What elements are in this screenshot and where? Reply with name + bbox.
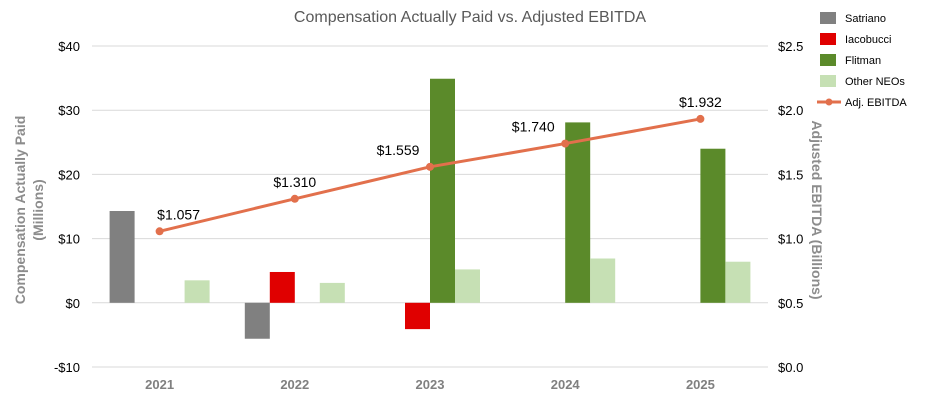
y-tick-label: $0	[66, 296, 80, 311]
x-tick-label: 2025	[686, 377, 715, 392]
bar-satriano	[109, 210, 135, 303]
y-tick-label: -$10	[54, 360, 80, 375]
ebitda-point	[561, 139, 570, 148]
chart-title: Compensation Actually Paid vs. Adjusted …	[294, 9, 647, 26]
legend-label: Adj. EBITDA	[845, 97, 907, 109]
legend-swatch	[820, 75, 836, 87]
ebitda-data-label: $1.932	[679, 94, 722, 110]
bar-satriano	[244, 302, 270, 339]
bar-other-neos	[455, 269, 480, 303]
legend-marker	[825, 98, 833, 106]
legend-label: Satriano	[845, 13, 886, 25]
y-tick-label: $40	[58, 39, 80, 54]
x-tick-label: 2024	[551, 377, 581, 392]
bar-other-neos	[725, 261, 751, 303]
y-tick-label: $10	[58, 232, 80, 247]
y-tick-label: $20	[58, 167, 80, 182]
y2-axis-label: Adjusted EBITDA (Billions)	[809, 120, 825, 299]
y2-tick-label: $0.5	[778, 296, 803, 311]
y-tick-label: $30	[58, 103, 80, 118]
legend-label: Other NEOs	[845, 76, 905, 88]
bar-flitman	[430, 78, 455, 303]
ebitda-data-label: $1.057	[157, 206, 200, 222]
bar-other-neos	[184, 280, 210, 303]
bar-flitman	[700, 148, 726, 303]
y2-tick-label: $1.0	[778, 232, 803, 247]
ebitda-point	[155, 227, 164, 236]
bar-other-neos	[319, 282, 345, 303]
legend-label: Iacobucci	[845, 34, 891, 46]
x-tick-label: 2022	[280, 377, 309, 392]
y2-tick-label: $2.0	[778, 103, 803, 118]
ebitda-point	[696, 114, 705, 123]
x-tick-label: 2023	[416, 377, 445, 392]
ebitda-data-label: $1.310	[273, 174, 316, 190]
bar-iacobucci	[405, 302, 430, 330]
y-axis-label: Compensation Actually Paid (Millions)	[12, 116, 46, 305]
legend-swatch	[820, 33, 836, 45]
ebitda-data-label: $1.740	[512, 119, 555, 135]
legend-swatch	[820, 12, 836, 24]
y2-tick-label: $1.5	[778, 167, 803, 182]
ebitda-data-label: $1.559	[377, 142, 420, 158]
legend-label: Flitman	[845, 55, 881, 67]
bar-flitman	[565, 122, 591, 303]
x-tick-label: 2021	[145, 377, 174, 392]
y2-tick-label: $0.0	[778, 360, 803, 375]
ebitda-point	[426, 162, 434, 171]
ebitda-point	[290, 194, 299, 203]
bar-other-neos	[590, 258, 616, 303]
y2-tick-label: $2.5	[778, 39, 803, 54]
bar-iacobucci	[269, 271, 295, 303]
legend-swatch	[820, 54, 836, 66]
